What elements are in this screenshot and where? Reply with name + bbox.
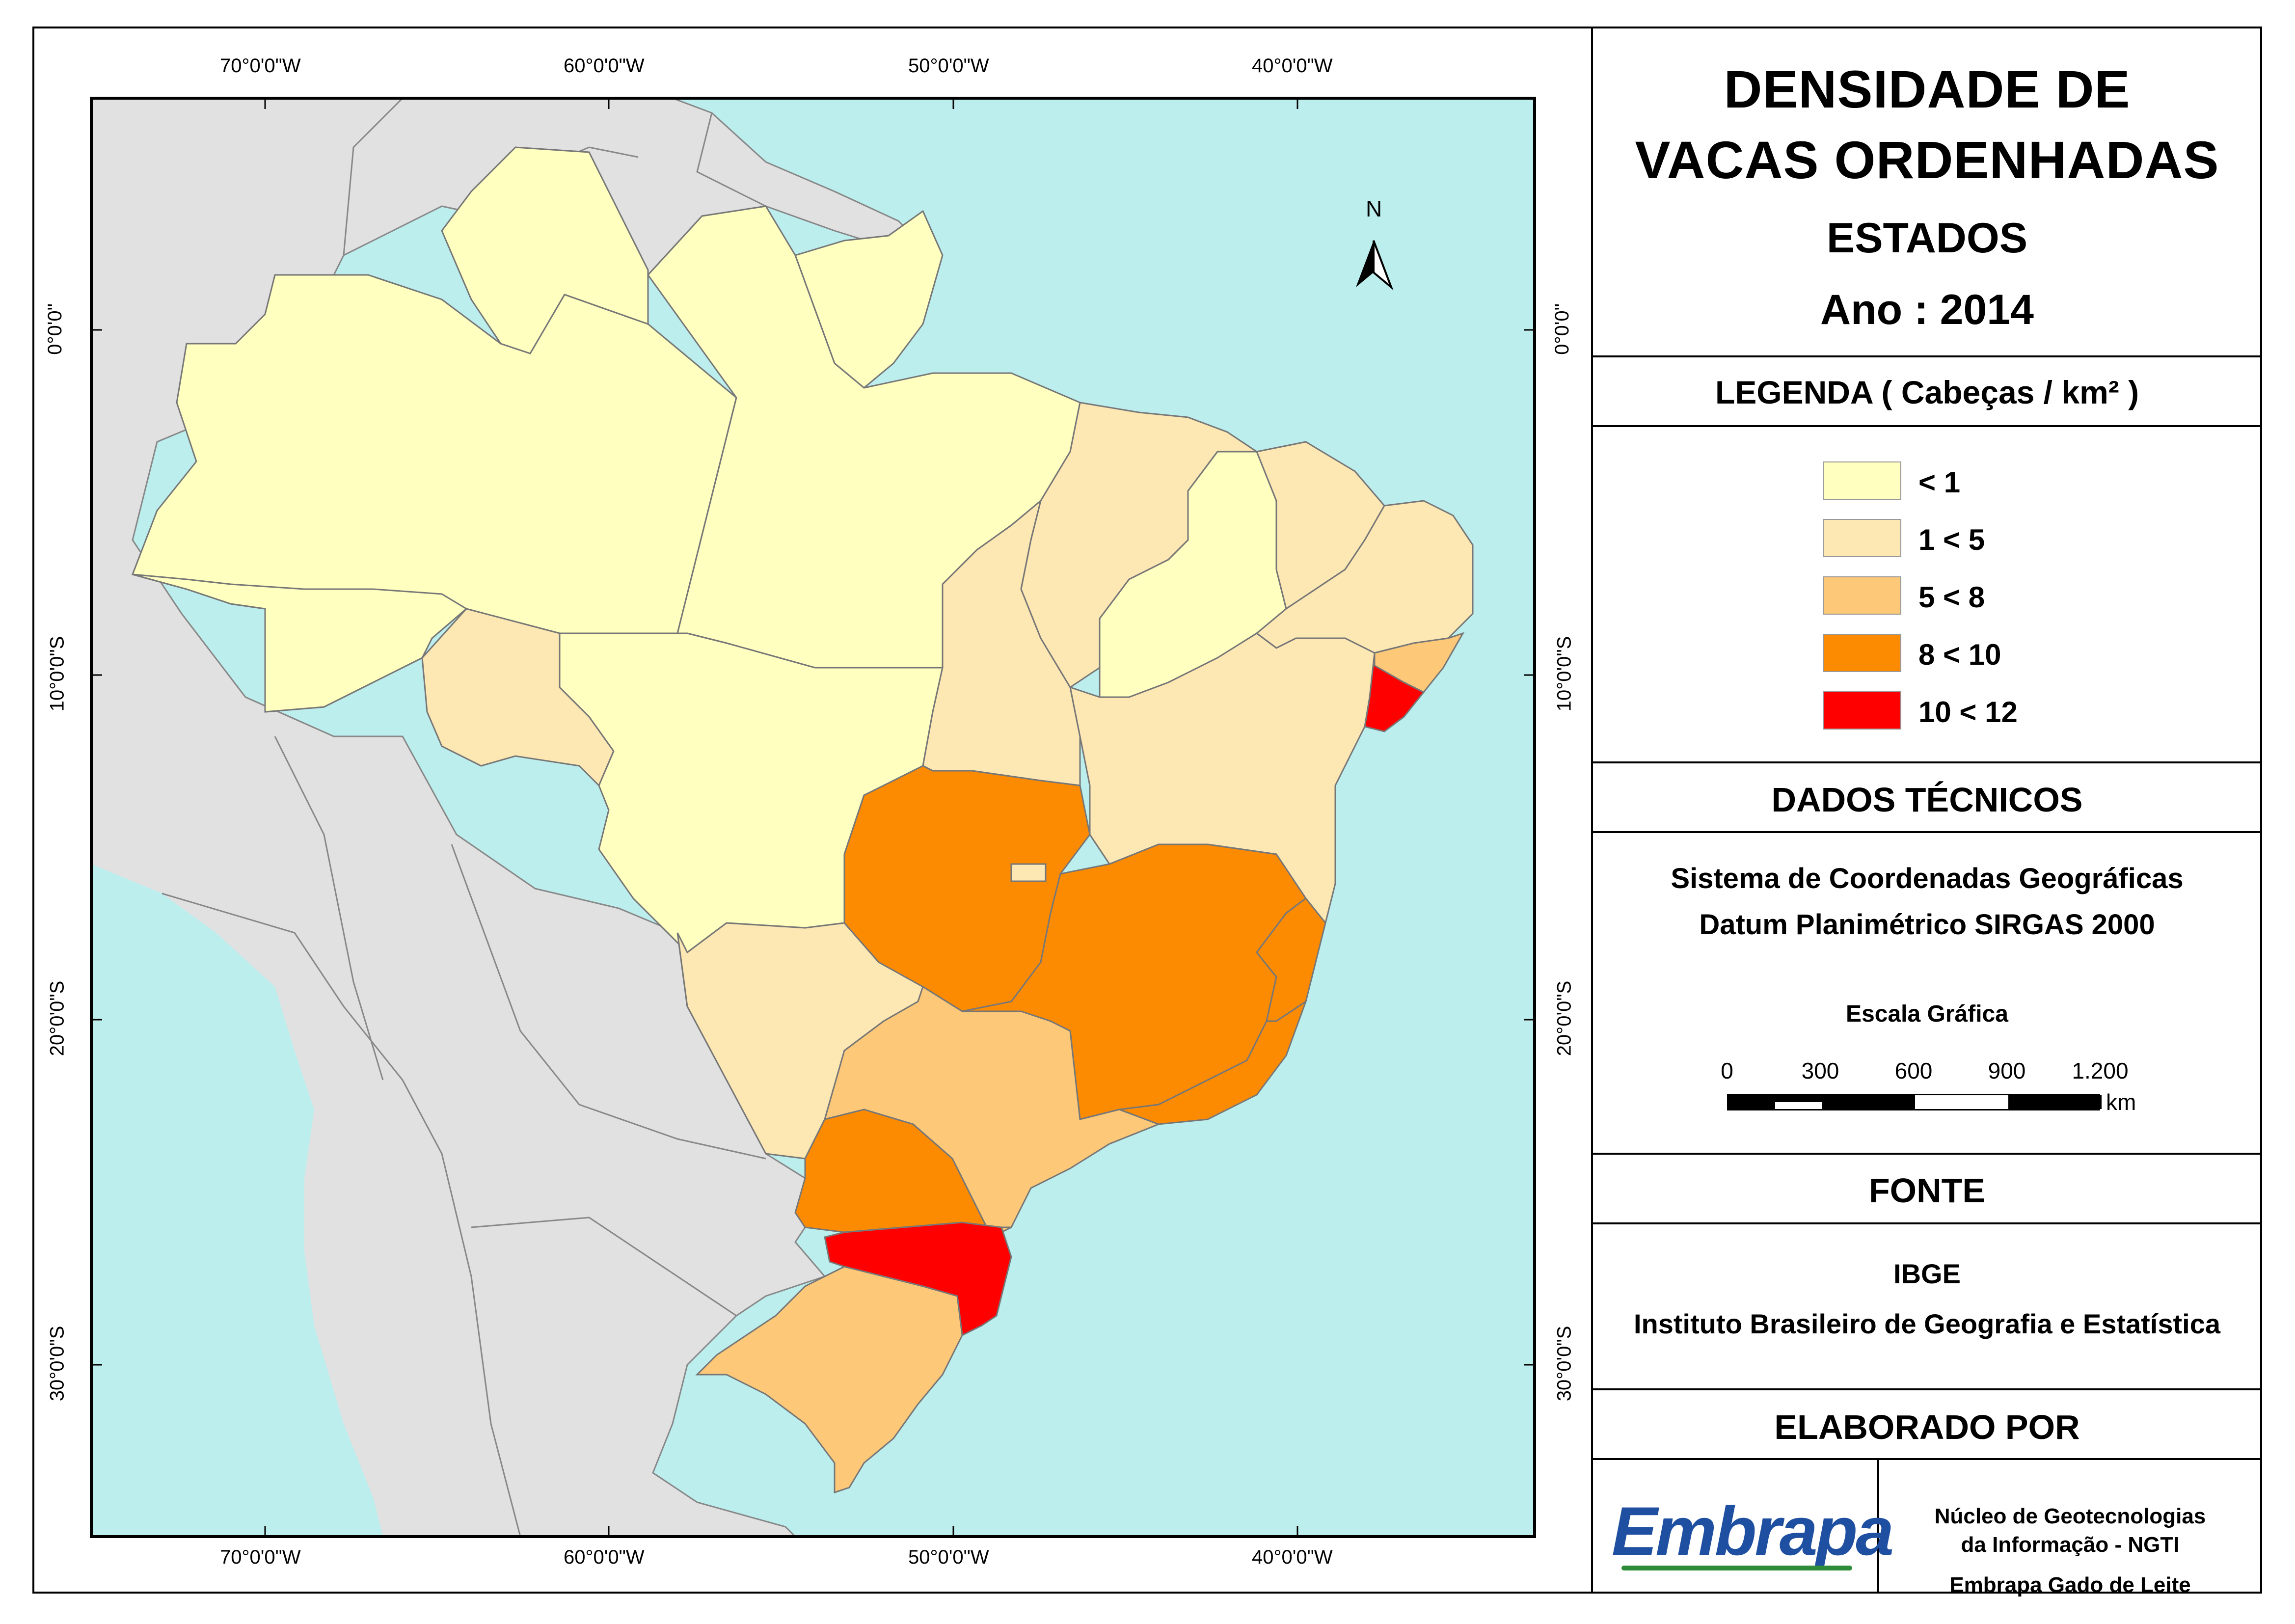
- embrapa-logo: Embrapa: [1612, 1477, 1894, 1590]
- scale-tick-900: 900: [1988, 1058, 2026, 1083]
- logo-underline: [1621, 1566, 1852, 1570]
- map-title-line1: DENSIDADE DE: [1724, 59, 2131, 119]
- state-rio-grande-do-sul: [695, 1266, 963, 1494]
- legend-title: LEGENDA ( Cabeças / km² ): [1715, 374, 2139, 410]
- scale-tick-600: 600: [1894, 1058, 1933, 1083]
- lon-label-40w: 40°0'0"W: [1252, 55, 1333, 77]
- source-title: FONTE: [1868, 1171, 1986, 1210]
- legend-swatch-5: [1823, 691, 1901, 730]
- legend-label-3: 5 < 8: [1918, 581, 1985, 614]
- lon-label-70w-bottom: 70°0'0"W: [220, 1546, 301, 1568]
- technical-line1: Sistema de Coordenadas Geográficas: [1671, 863, 2184, 894]
- technical-line2: Datum Planimétrico SIRGAS 2000: [1699, 909, 2155, 941]
- state-roraima: [441, 146, 649, 354]
- scale-tick-300: 300: [1801, 1058, 1839, 1083]
- legend-label-1: < 1: [1918, 466, 1961, 499]
- lon-label-40w-bottom: 40°0'0"W: [1252, 1546, 1333, 1568]
- lat-label-20s: 20°0'0"S: [46, 980, 68, 1056]
- panel-lines: [1591, 27, 2262, 1594]
- legend-label-2: 1 < 5: [1918, 523, 1985, 556]
- lat-label-0-right: 0°0'0": [1551, 303, 1573, 355]
- north-arrow-icon: [1356, 240, 1394, 291]
- author-line2: da Informação - NGTI: [1961, 1533, 2180, 1557]
- pacific-coast: [91, 864, 383, 1537]
- graticule-ticks: [91, 98, 1535, 1537]
- legend-label-5: 10 < 12: [1918, 696, 2018, 729]
- lat-label-30s: 30°0'0"S: [46, 1326, 68, 1402]
- source-line1: IBGE: [1893, 1258, 1961, 1289]
- scale-bar-outline: [1727, 1094, 2102, 1110]
- state-acre: [132, 573, 468, 713]
- map-subtitle: ESTADOS: [1826, 215, 2028, 262]
- lon-label-60w: 60°0'0"W: [564, 55, 645, 77]
- map-frame: [32, 27, 2262, 1594]
- scale-tick-0: 0: [1721, 1058, 1733, 1083]
- lon-label-60w-bottom: 60°0'0"W: [564, 1546, 645, 1568]
- source-line2: Instituto Brasileiro de Geografia e Esta…: [1633, 1308, 2220, 1339]
- lat-label-20s-right: 20°0'0"S: [1553, 980, 1575, 1056]
- lon-label-70w: 70°0'0"W: [220, 55, 301, 77]
- legend-label-4: 8 < 10: [1918, 638, 2001, 671]
- scale-tick-1200: 1.200: [2072, 1058, 2129, 1083]
- lon-label-50w-bottom: 50°0'0"W: [908, 1546, 989, 1568]
- brazil-states: [132, 146, 1474, 1494]
- map-year: Ano : 2014: [1820, 286, 2034, 333]
- lat-label-30s-right: 30°0'0"S: [1553, 1326, 1575, 1402]
- scale-title: Escala Gráfica: [1846, 1001, 2008, 1027]
- lat-label-0: 0°0'0": [44, 303, 66, 355]
- legend-swatch-3: [1823, 576, 1901, 615]
- state-distrito-federal: [1010, 863, 1047, 882]
- state-rio-de-janeiro: [1119, 1000, 1307, 1125]
- embrapa-logo-text: Embrapa: [1612, 1492, 1894, 1570]
- technical-title: DADOS TÉCNICOS: [1771, 781, 2083, 819]
- legend-swatch-2: [1823, 519, 1901, 557]
- lon-label-50w: 50°0'0"W: [908, 55, 989, 77]
- north-label: N: [1366, 196, 1382, 221]
- map-title-line2: VACAS ORDENHADAS: [1635, 130, 2219, 189]
- legend-swatch-1: [1823, 461, 1901, 500]
- scale-unit: km: [2106, 1089, 2136, 1115]
- info-panel: DENSIDADE DE VACAS ORDENHADAS ESTADOS An…: [1592, 27, 2262, 1597]
- lat-label-10s-right: 10°0'0"S: [1553, 636, 1575, 712]
- author-title: ELABORADO POR: [1774, 1408, 2080, 1446]
- author-line3: Embrapa Gado de Leite: [1949, 1573, 2191, 1597]
- author-line1: Núcleo de Geotecnologias: [1934, 1504, 2206, 1528]
- state-bahia: [1069, 632, 1376, 925]
- map-neatline: [90, 97, 1536, 1538]
- legend-swatch-4: [1823, 634, 1901, 672]
- scale-bar: 0 300 600 900 1.200 km: [1721, 1057, 2136, 1115]
- lat-label-10s: 10°0'0"S: [46, 636, 68, 712]
